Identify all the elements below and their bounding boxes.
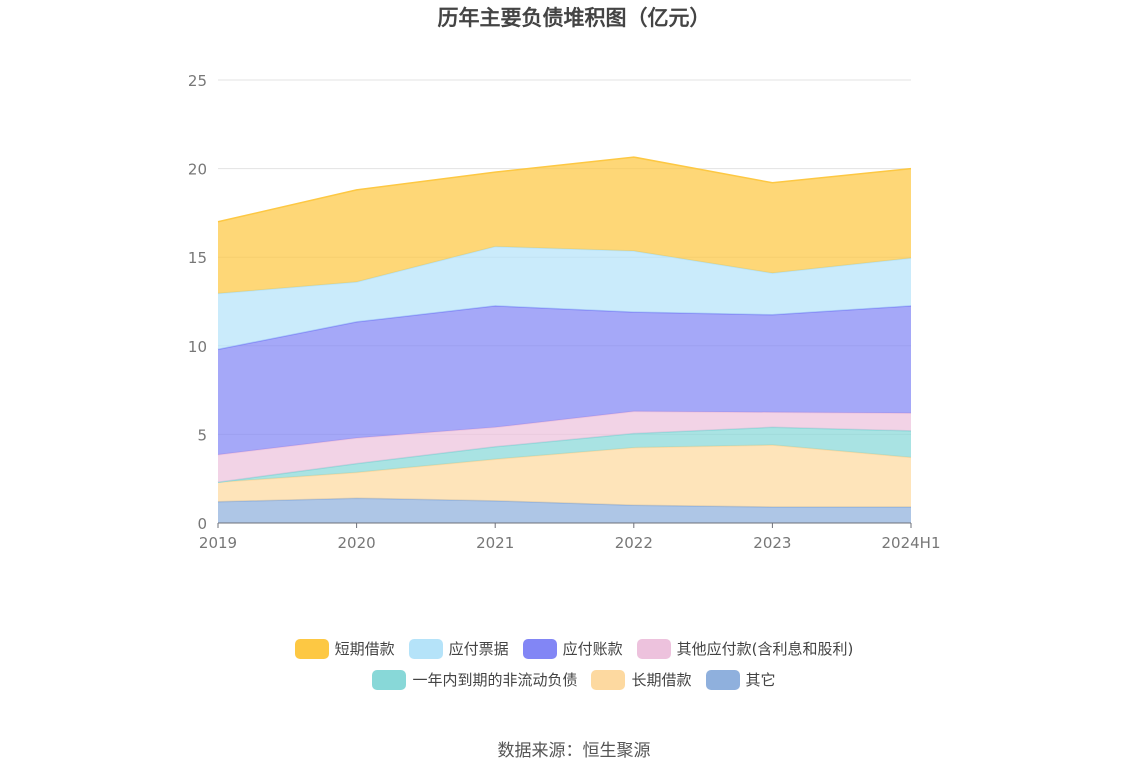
legend-label: 其它 [745,671,776,689]
legend-swatch [636,638,671,659]
series-area [218,427,911,483]
legend-item[interactable]: 一年内到期的非流动负债 [372,669,577,690]
x-tick-label: 2023 [753,534,791,552]
chart-title: 历年主要负债堆积图（亿元） [437,6,711,30]
x-tick-label: 2024H1 [882,534,941,552]
legend-label: 应付票据 [448,640,509,658]
series-area [218,305,911,455]
legend-label: 应付账款 [562,640,623,658]
legend-item[interactable]: 应付票据 [408,638,509,659]
series-area [218,498,911,523]
y-tick-label: 10 [188,338,207,356]
y-tick-label: 0 [197,515,207,533]
legend-item[interactable]: 其他应付款(含利息和股利) [636,638,854,659]
legend-item[interactable]: 短期借款 [294,638,395,659]
series-line [217,156,912,223]
axis-layer: 0 5 10 15 20 25 2019 2020 2021 2022 2023 2024H1 [188,72,941,552]
legend-row: 一年内到期的非流动负债 长期借款 其它 [0,669,1148,690]
legend-item[interactable]: 应付账款 [522,638,623,659]
legend-swatch [294,638,329,659]
y-tick-label: 15 [188,249,207,267]
legend-item[interactable]: 其它 [705,669,776,690]
legend-swatch [591,669,626,690]
legend-swatch [522,638,557,659]
series-area [218,445,911,508]
x-tick-label: 2019 [199,534,237,552]
area-layer [217,156,912,523]
series-area [218,157,911,294]
y-tick-label: 25 [188,72,207,90]
legend: 短期借款 应付票据 应付账款 其他应付款(含利息和股利) 一年内到期的非流动负债 长期借… [0,638,1148,700]
source-note: 数据来源：恒生聚源 [497,741,651,761]
legend-label: 一年内到期的非流动负债 [412,671,578,689]
series-area [218,246,911,350]
legend-label: 其他应付款(含利息和股利) [676,640,854,658]
legend-item[interactable]: 长期借款 [591,669,692,690]
legend-row: 短期借款 应付票据 应付账款 其他应付款(含利息和股利) [0,638,1148,659]
legend-swatch [372,669,407,690]
legend-swatch [705,669,740,690]
x-tick-label: 2021 [476,534,514,552]
series-area [218,411,911,483]
legend-label: 短期借款 [334,640,395,658]
x-tick-label: 2020 [338,534,376,552]
y-tick-label: 5 [197,426,207,444]
legend-label: 长期借款 [631,671,692,689]
y-tick-label: 20 [188,161,207,179]
x-tick-label: 2022 [615,534,653,552]
stacked-area-chart: 0 5 10 15 20 25 2019 2020 2021 2022 2023 2024H1 [188,72,941,552]
legend-swatch [408,638,443,659]
